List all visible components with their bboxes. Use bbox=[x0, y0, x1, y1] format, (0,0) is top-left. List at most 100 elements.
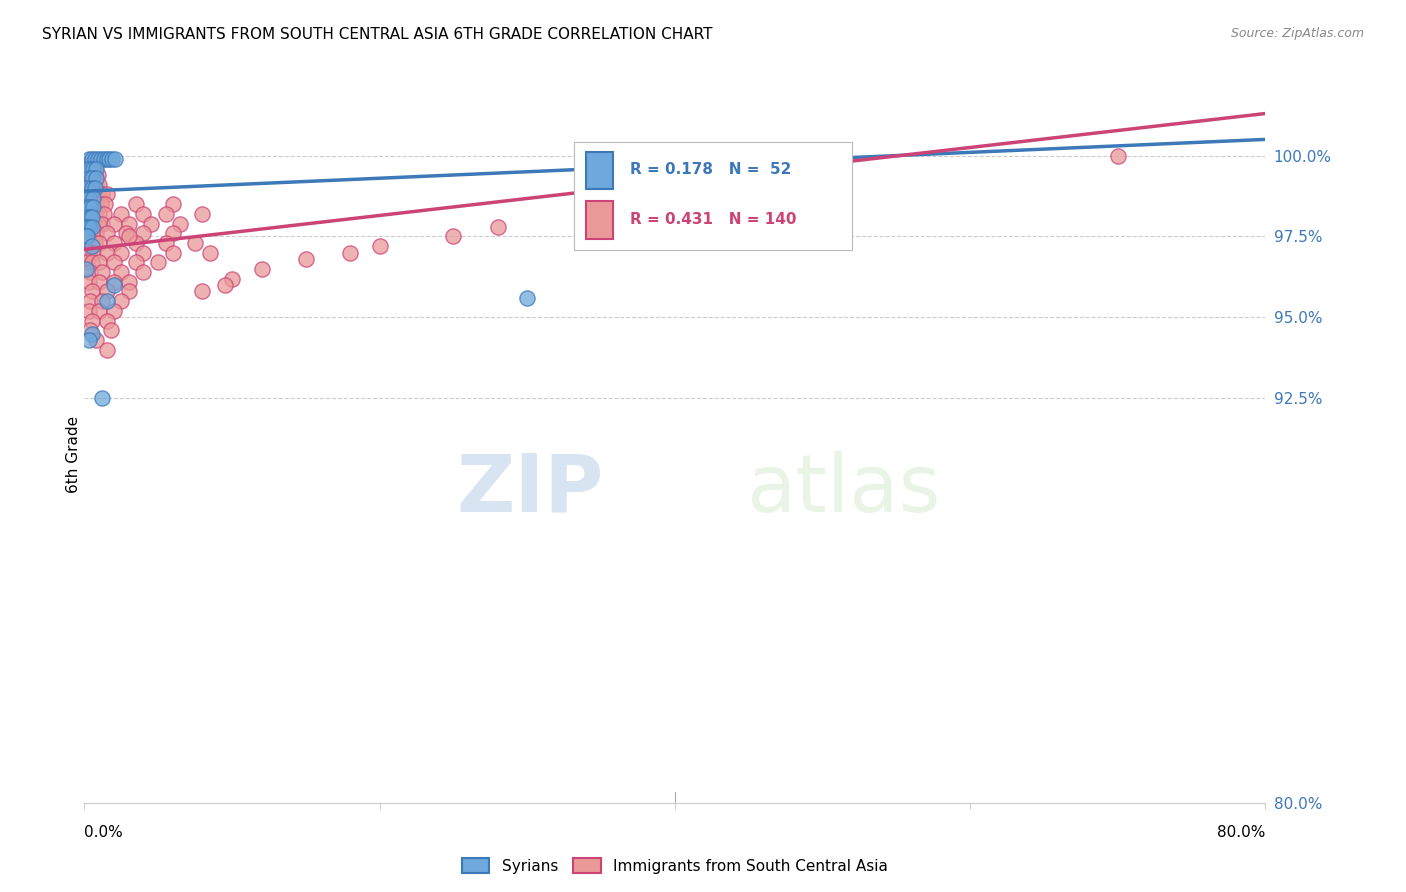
Point bbox=[76, 161, 98, 176]
Point bbox=[169, 217, 191, 231]
Point bbox=[79, 178, 101, 192]
Point bbox=[90, 152, 112, 166]
Point bbox=[100, 323, 122, 337]
Point bbox=[198, 245, 221, 260]
Point bbox=[368, 239, 391, 253]
Point bbox=[84, 161, 107, 176]
Point bbox=[118, 217, 141, 231]
Point bbox=[75, 191, 97, 205]
Point bbox=[82, 245, 104, 260]
Point bbox=[79, 294, 101, 309]
Point bbox=[103, 255, 125, 269]
Point bbox=[96, 313, 118, 327]
Text: 80.0%: 80.0% bbox=[1218, 825, 1265, 840]
Point bbox=[82, 187, 104, 202]
Point bbox=[84, 197, 107, 211]
Point bbox=[103, 304, 125, 318]
Text: atlas: atlas bbox=[745, 450, 941, 529]
Point bbox=[96, 285, 118, 299]
Point bbox=[91, 265, 114, 279]
Point bbox=[77, 217, 100, 231]
Point bbox=[114, 226, 136, 240]
Point bbox=[77, 191, 100, 205]
Point bbox=[110, 265, 132, 279]
Point bbox=[214, 278, 236, 293]
Point bbox=[82, 161, 104, 176]
Point bbox=[77, 152, 100, 166]
Point bbox=[79, 235, 101, 250]
Point bbox=[125, 197, 148, 211]
Point bbox=[155, 235, 177, 250]
Point bbox=[221, 271, 243, 285]
Point bbox=[250, 261, 273, 276]
Point bbox=[80, 171, 103, 186]
Point bbox=[89, 304, 111, 318]
Point bbox=[104, 152, 127, 166]
Point bbox=[76, 226, 98, 240]
Point bbox=[96, 343, 118, 357]
Point bbox=[77, 200, 100, 214]
Point bbox=[83, 207, 105, 221]
Point bbox=[441, 229, 464, 244]
Point bbox=[103, 278, 125, 293]
Point bbox=[94, 197, 117, 211]
Text: SYRIAN VS IMMIGRANTS FROM SOUTH CENTRAL ASIA 6TH GRADE CORRELATION CHART: SYRIAN VS IMMIGRANTS FROM SOUTH CENTRAL … bbox=[42, 27, 713, 42]
Point bbox=[79, 158, 101, 172]
Point bbox=[80, 152, 103, 166]
Point bbox=[96, 245, 118, 260]
Point bbox=[77, 275, 100, 289]
Point bbox=[82, 217, 104, 231]
Point bbox=[86, 168, 108, 182]
Point bbox=[75, 207, 97, 221]
Point bbox=[80, 226, 103, 240]
Point bbox=[339, 245, 361, 260]
Point bbox=[79, 210, 101, 224]
Point bbox=[75, 158, 97, 172]
Point bbox=[75, 219, 97, 234]
Point bbox=[79, 207, 101, 221]
Point bbox=[77, 158, 100, 172]
Point bbox=[110, 245, 132, 260]
Point bbox=[77, 333, 100, 347]
Point bbox=[80, 326, 103, 341]
Point bbox=[79, 161, 101, 176]
Point bbox=[84, 171, 107, 186]
Point bbox=[76, 178, 98, 192]
Y-axis label: 6th Grade: 6th Grade bbox=[66, 417, 80, 493]
Point bbox=[101, 152, 124, 166]
Point bbox=[76, 158, 98, 172]
Point bbox=[83, 168, 105, 182]
Point bbox=[82, 178, 104, 192]
Point bbox=[91, 392, 114, 406]
Point bbox=[76, 229, 98, 244]
Point bbox=[162, 197, 184, 211]
Text: Source: ZipAtlas.com: Source: ZipAtlas.com bbox=[1230, 27, 1364, 40]
Point bbox=[98, 152, 121, 166]
Point bbox=[91, 217, 114, 231]
Point bbox=[103, 235, 125, 250]
Point bbox=[77, 304, 100, 318]
Point bbox=[132, 226, 155, 240]
Point bbox=[83, 181, 105, 195]
Point bbox=[125, 235, 148, 250]
Point bbox=[89, 255, 111, 269]
Point bbox=[132, 207, 155, 221]
Point bbox=[77, 245, 100, 260]
Point bbox=[84, 158, 107, 172]
Point bbox=[89, 275, 111, 289]
Point bbox=[82, 200, 104, 214]
Point bbox=[77, 171, 100, 186]
Point bbox=[132, 245, 155, 260]
Point bbox=[80, 210, 103, 224]
Point bbox=[76, 210, 98, 224]
Text: ZIP: ZIP bbox=[457, 450, 605, 529]
Point bbox=[125, 255, 148, 269]
Point bbox=[86, 187, 108, 202]
Point bbox=[295, 252, 318, 267]
Point bbox=[664, 197, 686, 211]
Point bbox=[75, 168, 97, 182]
Point bbox=[75, 229, 97, 244]
Point bbox=[184, 235, 207, 250]
Point bbox=[80, 313, 103, 327]
Point bbox=[80, 181, 103, 195]
